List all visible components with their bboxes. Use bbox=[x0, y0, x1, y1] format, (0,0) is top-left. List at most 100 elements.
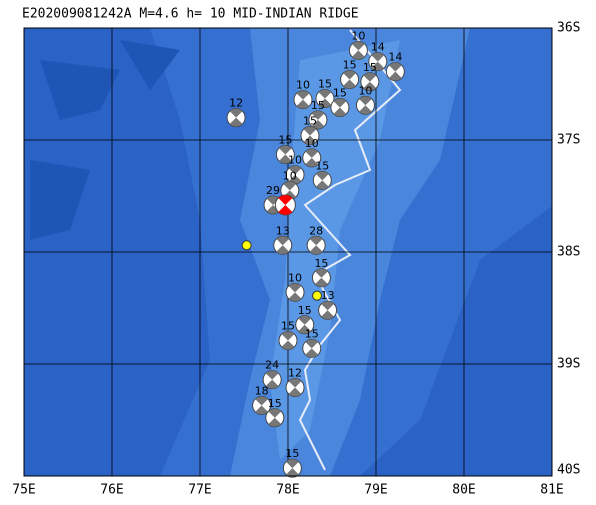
depth-label: 15 bbox=[298, 304, 312, 317]
beachball-quadrant bbox=[229, 108, 243, 127]
x-tick-label: 81E bbox=[540, 483, 563, 498]
beachball bbox=[340, 70, 360, 90]
beachball-quadrant bbox=[276, 236, 290, 255]
beachball-quadrant bbox=[255, 396, 268, 415]
beachball-quadrant bbox=[305, 149, 319, 167]
depth-label: 15 bbox=[363, 61, 377, 74]
depth-label: 14 bbox=[371, 41, 385, 54]
depth-label: 15 bbox=[311, 99, 325, 112]
depth-label: 28 bbox=[309, 224, 323, 237]
beachball bbox=[300, 126, 320, 146]
depth-label: 15 bbox=[281, 319, 295, 332]
map-title: E202009081242A M=4.6 h= 10 MID-INDIAN RI… bbox=[22, 7, 359, 22]
x-tick-label: 76E bbox=[100, 483, 123, 498]
depth-label: 15 bbox=[303, 115, 317, 128]
beachball bbox=[262, 370, 282, 390]
beachball bbox=[282, 458, 302, 478]
beachball bbox=[318, 300, 338, 320]
beachball bbox=[385, 62, 405, 82]
depth-label: 10 bbox=[288, 154, 302, 167]
beachball-quadrant bbox=[268, 408, 282, 427]
depth-label: 15 bbox=[305, 327, 319, 340]
x-tick-label: 75E bbox=[12, 483, 35, 498]
depth-label: 24 bbox=[265, 359, 279, 372]
depth-label: 10 bbox=[305, 137, 319, 150]
beachball-quadrant bbox=[311, 110, 325, 129]
beachball-quadrant bbox=[352, 41, 365, 60]
beachball-quadrant bbox=[316, 171, 329, 190]
depth-label: 15 bbox=[315, 159, 329, 172]
x-tick-label: 79E bbox=[364, 483, 387, 498]
beachball bbox=[302, 338, 322, 358]
beachball-quadrant bbox=[333, 98, 347, 117]
beachball bbox=[302, 148, 322, 168]
depth-label: 29 bbox=[266, 184, 280, 197]
beachball-quadrant bbox=[265, 370, 279, 389]
beachball-quadrant bbox=[389, 62, 402, 81]
beachball bbox=[368, 52, 388, 72]
beachball bbox=[355, 95, 375, 115]
beachball bbox=[315, 89, 335, 109]
beachball-quadrant bbox=[321, 301, 334, 320]
beachball-quadrant bbox=[298, 315, 312, 334]
depth-label: 13 bbox=[276, 224, 290, 237]
beachball-quadrant bbox=[286, 459, 299, 478]
y-tick-label: 37S bbox=[557, 133, 580, 148]
beachball-quadrant bbox=[305, 339, 319, 358]
x-tick-label: 78E bbox=[276, 483, 299, 498]
beachball-quadrant bbox=[343, 70, 356, 89]
beachball bbox=[330, 98, 350, 118]
beachball bbox=[278, 330, 298, 350]
beachball-quadrant bbox=[315, 268, 328, 287]
beachball-quadrant bbox=[288, 165, 302, 184]
depth-label: 15 bbox=[314, 257, 328, 270]
beachball bbox=[293, 90, 313, 110]
depth-label: 12 bbox=[229, 97, 243, 110]
depth-label: 10 bbox=[351, 29, 365, 42]
depth-label: 18 bbox=[255, 384, 269, 397]
beachball-quadrant bbox=[359, 96, 372, 115]
depth-label: 15 bbox=[285, 447, 299, 460]
beachball bbox=[285, 282, 305, 302]
depth-label: 15 bbox=[333, 87, 347, 100]
y-tick-label: 36S bbox=[557, 21, 580, 36]
beachball bbox=[275, 145, 295, 165]
depth-label: 10 bbox=[283, 169, 297, 182]
x-tick-label: 80E bbox=[452, 483, 475, 498]
beachball bbox=[360, 72, 380, 92]
depth-label: 14 bbox=[388, 51, 402, 64]
beachball bbox=[311, 268, 331, 288]
y-tick-label: 40S bbox=[557, 463, 580, 478]
beachball bbox=[273, 235, 293, 255]
x-tick-label: 77E bbox=[188, 483, 211, 498]
beachball bbox=[226, 108, 246, 128]
depth-label: 15 bbox=[343, 59, 357, 72]
beachball-quadrant bbox=[288, 283, 302, 302]
depth-label: 15 bbox=[318, 78, 332, 91]
marker bbox=[241, 240, 252, 251]
depth-label: 13 bbox=[321, 289, 335, 302]
beachball-quadrant bbox=[278, 195, 293, 215]
beachball bbox=[295, 315, 315, 335]
beachball-quadrant bbox=[296, 90, 310, 109]
beachball bbox=[312, 170, 332, 190]
beachball bbox=[348, 40, 368, 60]
beachball-quadrant bbox=[303, 126, 317, 145]
beachball bbox=[252, 395, 272, 415]
depth-label: 10 bbox=[358, 84, 372, 97]
beachball-quadrant bbox=[288, 378, 302, 397]
beachball-quadrant bbox=[281, 331, 295, 350]
beachball-quadrant bbox=[279, 145, 292, 164]
beachball-quadrant bbox=[363, 72, 377, 91]
beachball bbox=[308, 110, 328, 130]
depth-label: 15 bbox=[278, 134, 292, 147]
beachball bbox=[285, 165, 305, 185]
beachball-quadrant bbox=[318, 89, 332, 108]
marker bbox=[312, 290, 323, 301]
beachball-quadrant bbox=[371, 52, 385, 71]
depth-label: 15 bbox=[268, 397, 282, 410]
beachball bbox=[306, 235, 326, 255]
frame bbox=[23, 27, 553, 477]
